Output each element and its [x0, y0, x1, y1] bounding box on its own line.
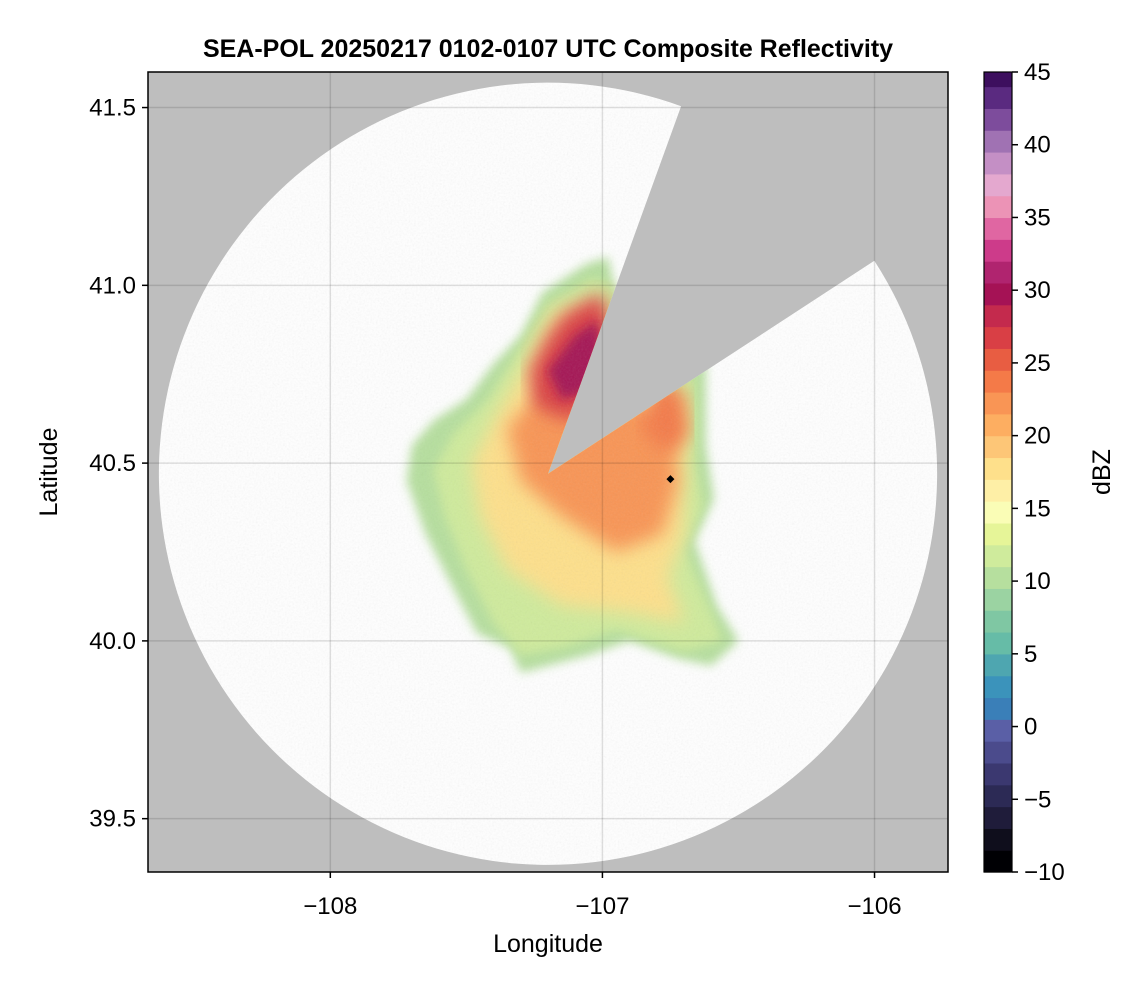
colorbar-segment: [984, 261, 1012, 284]
colorbar-segment: [984, 719, 1012, 742]
colorbar-segment: [984, 392, 1012, 415]
colorbar-segment: [984, 370, 1012, 393]
colorbar-segment: [984, 173, 1012, 197]
colorbar-segment: [984, 566, 1012, 589]
colorbar-segment: [984, 828, 1012, 851]
colorbar-tick-label: −5: [1024, 786, 1051, 813]
y-tick-label: 41.5: [89, 95, 136, 122]
colorbar-segment: [984, 217, 1012, 240]
y-tick-label: 40.5: [89, 450, 136, 477]
y-tick-label: 39.5: [89, 806, 136, 833]
x-axis: −108 −107 −106: [303, 872, 902, 920]
colorbar-segment: [984, 784, 1012, 808]
colorbar-tick-label: 45: [1024, 59, 1051, 86]
x-tick-label: −107: [575, 893, 629, 920]
plot-area: [148, 72, 948, 872]
colorbar-tick-label: −10: [1024, 859, 1065, 886]
colorbar-segment: [984, 86, 1012, 109]
colorbar-segment: [984, 304, 1012, 328]
colorbar-segment: [984, 435, 1012, 459]
colorbar-segment: [984, 130, 1012, 153]
colorbar-segment: [984, 806, 1012, 829]
colorbar-tick-label: 35: [1024, 204, 1051, 231]
colorbar-segment: [984, 108, 1012, 131]
colorbar-segment: [984, 479, 1012, 502]
colorbar-segment: [984, 850, 1012, 873]
colorbar-segment: [984, 501, 1012, 524]
colorbar-frame: [983, 71, 1013, 873]
colorbar-segment: [984, 762, 1012, 786]
colorbar-tick-label: 0: [1024, 714, 1037, 741]
grid-lines: [148, 72, 948, 872]
colorbar-tick-label: 5: [1024, 641, 1037, 668]
colorbar-segment: [984, 282, 1012, 306]
colorbar-segment: [984, 588, 1012, 611]
colorbar-segment: [984, 522, 1012, 546]
x-tick-label: −108: [303, 893, 357, 920]
colorbar-segment: [984, 195, 1012, 219]
colorbar-segment: [984, 544, 1012, 568]
colorbar-segment: [984, 741, 1012, 764]
x-axis-label: Longitude: [493, 930, 603, 958]
y-axis: 39.5 40.0 40.5 41.0 41.5: [89, 95, 148, 833]
colorbar-segment: [984, 653, 1012, 677]
colorbar-segment: [984, 413, 1012, 437]
plot-frame: [147, 71, 949, 873]
reflectivity-field: [158, 82, 938, 865]
x-tick-label: −106: [847, 893, 901, 920]
site-marker: [666, 475, 675, 484]
colorbar-segment: [984, 326, 1012, 349]
colorbar: −10 −5 0 5 10 15 20 25 30 35 40 45: [983, 59, 1065, 886]
colorbar-tick-label: 40: [1024, 132, 1051, 159]
colorbar-segment: [984, 675, 1012, 699]
chart-title: SEA-POL 20250217 0102-0107 UTC Composite…: [203, 35, 893, 63]
colorbar-segment: [984, 72, 1012, 88]
colorbar-segment: [984, 239, 1012, 262]
colorbar-tick-label: 25: [1024, 350, 1051, 377]
colorbar-segment: [984, 457, 1012, 480]
colorbar-tick-label: 15: [1024, 495, 1051, 522]
y-tick-label: 40.0: [89, 628, 136, 655]
colorbar-segment: [984, 610, 1012, 633]
colorbar-segment: [984, 697, 1012, 720]
colorbar-tick-label: 30: [1024, 277, 1051, 304]
colorbar-tick-label: 10: [1024, 568, 1051, 595]
colorbar-segment: [984, 348, 1012, 371]
y-tick-label: 41.0: [89, 272, 136, 299]
colorbar-label: dBZ: [1088, 449, 1116, 495]
colorbar-tick-label: 20: [1024, 423, 1051, 450]
colorbar-segment: [984, 152, 1012, 175]
y-axis-label: Latitude: [35, 428, 63, 517]
colorbar-segment: [984, 632, 1012, 655]
